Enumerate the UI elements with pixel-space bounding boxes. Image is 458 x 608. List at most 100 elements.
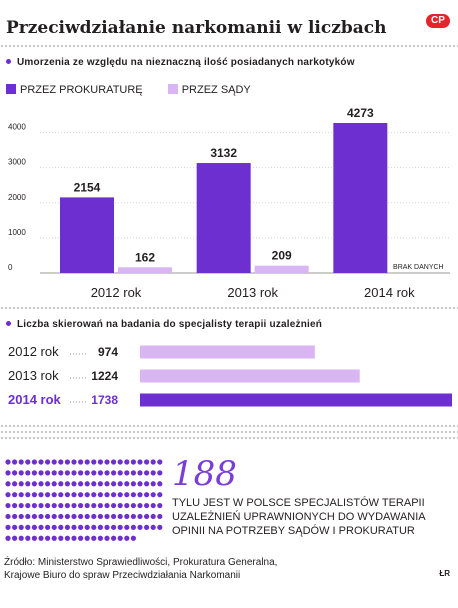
source-line-1: Źródło: Ministerstwo Sprawiedliwości, Pr… <box>4 557 278 568</box>
specialist-dot <box>12 481 18 487</box>
specialist-dot <box>58 524 64 530</box>
specialist-dot <box>45 492 51 498</box>
specialist-dot <box>12 459 18 465</box>
specialist-dot <box>157 459 163 465</box>
specialist-dot <box>144 481 150 487</box>
specialist-dot <box>45 502 51 509</box>
specialist-dot <box>58 459 64 465</box>
source-line-2: Krajowe Biuro do spraw Przeciwdziałania … <box>4 570 241 581</box>
section-divider-2a <box>0 424 458 428</box>
hbar-value-label: 1224 <box>91 369 118 383</box>
hbar-year-label: 2014 rok <box>8 392 62 407</box>
specialist-dot <box>130 481 136 487</box>
specialist-dot <box>91 535 97 541</box>
specialist-dot <box>157 502 163 509</box>
x-tick-label: 2014 rok <box>364 285 415 300</box>
specialist-dot <box>124 513 130 520</box>
specialist-dot <box>84 470 90 476</box>
y-tick-label: 2000 <box>8 193 26 202</box>
bar-prokuratura <box>60 197 114 273</box>
publisher-logo: CP <box>426 14 450 28</box>
specialist-dot <box>5 513 11 520</box>
specialist-dot <box>78 459 84 465</box>
specialist-dot <box>64 459 70 465</box>
specialist-dot <box>157 481 163 487</box>
section1-title: Umorzenia ze względu na nieznaczną ilość… <box>6 57 456 68</box>
specialist-dot <box>157 524 163 530</box>
specialist-dot <box>31 535 37 541</box>
specialist-dot <box>144 502 150 509</box>
specialist-dot <box>12 502 18 509</box>
specialist-dot <box>137 502 143 509</box>
bar-value-label: 162 <box>135 250 155 264</box>
specialist-dot <box>18 535 24 541</box>
specialist-dot <box>38 524 44 530</box>
specialist-dot <box>18 459 24 465</box>
specialist-dot <box>130 470 136 476</box>
specialist-dot <box>25 459 31 465</box>
specialist-dot <box>38 492 44 498</box>
specialist-dot <box>97 492 103 498</box>
bullet-icon <box>6 59 11 64</box>
specialist-dot <box>18 502 24 509</box>
specialist-dot <box>71 492 77 498</box>
hbar <box>140 393 452 407</box>
section-divider <box>0 306 458 310</box>
legend-item-prokuratura: PRZEZ PROKURATURĘ <box>6 84 146 96</box>
specialist-dot <box>5 502 11 509</box>
specialist-dot <box>117 481 123 487</box>
specialist-dot <box>78 513 84 520</box>
specialist-dot <box>78 492 84 498</box>
specialist-dot <box>97 513 103 520</box>
specialist-dot <box>150 513 156 520</box>
specialist-dot <box>58 502 64 509</box>
specialist-dot <box>18 481 24 487</box>
specialist-dot <box>150 459 156 465</box>
specialist-dot <box>111 502 117 509</box>
specialist-dot <box>117 470 123 476</box>
bar-value-label: 209 <box>272 249 292 263</box>
specialist-dot <box>71 513 77 520</box>
specialist-dot <box>78 470 84 476</box>
specialist-dot <box>157 513 163 520</box>
specialist-dot <box>71 535 77 541</box>
specialist-dot <box>51 492 57 498</box>
specialist-dot <box>25 513 31 520</box>
bar-value-label: 3132 <box>210 146 237 160</box>
specialist-dot <box>137 459 143 465</box>
legend-item-sady: PRZEZ SĄDY <box>167 84 251 96</box>
specialist-dot <box>137 492 143 498</box>
specialist-dot <box>5 535 11 541</box>
specialist-dot <box>31 513 37 520</box>
specialist-dot <box>104 513 110 520</box>
specialist-dot <box>64 535 70 541</box>
y-tick-label: 4000 <box>8 123 26 132</box>
specialist-dot <box>51 502 57 509</box>
section1-title-text: Umorzenia ze względu na nieznaczną ilość… <box>17 57 355 68</box>
specialist-dot <box>124 524 130 530</box>
bar-sady <box>118 267 172 273</box>
specialist-dot <box>38 502 44 509</box>
specialist-dot <box>78 481 84 487</box>
chart1-vertical-bars: 0 1000 2000 3000 4000 2154 162 2012 rok 3132 209 2… <box>8 106 450 300</box>
legend-swatch-sady <box>167 84 178 94</box>
specialist-dot <box>78 535 84 541</box>
specialist-dot <box>104 524 110 530</box>
page-title: Przeciwdziałanie narkomanii w liczbach <box>6 18 387 38</box>
header-divider <box>0 44 458 48</box>
specialist-dot <box>124 459 130 465</box>
specialist-dot <box>104 535 110 541</box>
specialist-dot <box>45 524 51 530</box>
specialist-dot <box>157 470 163 476</box>
specialist-dot <box>58 492 64 498</box>
specialist-dot <box>91 470 97 476</box>
specialist-dot <box>130 459 136 465</box>
specialist-dot <box>64 524 70 530</box>
specialist-dot <box>84 481 90 487</box>
specialist-dot <box>84 502 90 509</box>
specialist-dot <box>130 513 136 520</box>
specialist-dot <box>64 481 70 487</box>
specialist-dot <box>71 481 77 487</box>
specialist-dot <box>18 470 24 476</box>
specialist-dot <box>104 502 110 509</box>
